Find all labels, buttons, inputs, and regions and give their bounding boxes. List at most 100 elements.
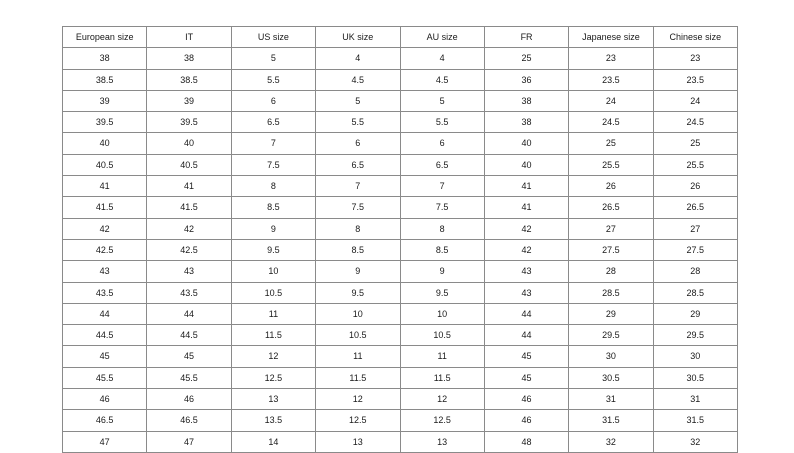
table-cell: 12 xyxy=(399,388,485,411)
table-cell: 46.5 xyxy=(146,409,232,432)
table-cell: 28 xyxy=(652,260,739,283)
table-cell: 24.5 xyxy=(652,111,739,134)
table-cell: 29 xyxy=(568,302,654,326)
table-cell: 46 xyxy=(483,388,570,411)
table-cell: 9.5 xyxy=(230,238,317,262)
table-cell: 28 xyxy=(568,260,654,283)
table-row: 43.5 43.5 10.5 9.5 9.5 43 28.5 28.5 xyxy=(61,281,739,304)
table-cell: 6.5 xyxy=(230,111,317,134)
table-row: 40 40 7 6 6 40 25 25 xyxy=(61,132,739,155)
table-cell: 25 xyxy=(568,132,654,155)
table-cell: 10.5 xyxy=(315,324,401,347)
table-cell: 39.5 xyxy=(61,111,148,134)
table-cell: 6.5 xyxy=(399,153,485,177)
table-cell: 5 xyxy=(315,89,401,113)
table-cell: 41 xyxy=(483,196,570,219)
table-cell: 38.5 xyxy=(61,68,148,91)
table-cell: 6 xyxy=(399,132,485,155)
table-cell: 13.5 xyxy=(230,409,317,432)
table-cell: 24.5 xyxy=(568,111,654,134)
table-cell: 8.5 xyxy=(230,196,317,219)
table-cell: 45.5 xyxy=(146,366,232,390)
table-cell: 39 xyxy=(146,89,232,113)
column-header: UK size xyxy=(315,25,401,49)
table-cell: 9.5 xyxy=(399,281,485,304)
table-cell: 29 xyxy=(652,302,739,326)
table-row: 42.5 42.5 9.5 8.5 8.5 42 27.5 27.5 xyxy=(61,238,739,262)
table-cell: 30.5 xyxy=(652,366,739,390)
table-cell: 36 xyxy=(483,68,570,91)
table-cell: 29.5 xyxy=(568,324,654,347)
table-cell: 31.5 xyxy=(652,409,739,432)
table-cell: 42.5 xyxy=(146,238,232,262)
table-cell: 9 xyxy=(399,260,485,283)
table-cell: 46.5 xyxy=(61,409,148,432)
table-cell: 44 xyxy=(483,324,570,347)
table-row: 46.5 46.5 13.5 12.5 12.5 46 31.5 31.5 xyxy=(61,409,739,432)
table-cell: 4.5 xyxy=(399,68,485,91)
table-cell: 31.5 xyxy=(568,409,654,432)
table-cell: 8 xyxy=(230,175,317,198)
table-cell: 42 xyxy=(146,217,232,240)
table-cell: 30.5 xyxy=(568,366,654,390)
table-cell: 46 xyxy=(61,388,148,411)
table-cell: 7 xyxy=(230,132,317,155)
table-cell: 13 xyxy=(230,388,317,411)
column-header: AU size xyxy=(399,25,485,49)
table-cell: 42.5 xyxy=(61,238,148,262)
table-cell: 11 xyxy=(399,345,485,368)
table-cell: 8 xyxy=(399,217,485,240)
table-cell: 48 xyxy=(483,430,570,453)
table-cell: 44 xyxy=(146,302,232,326)
table-cell: 47 xyxy=(146,430,232,453)
table-cell: 6.5 xyxy=(315,153,401,177)
table-cell: 45 xyxy=(61,345,148,368)
table-cell: 40.5 xyxy=(61,153,148,177)
table-cell: 12 xyxy=(315,388,401,411)
table-cell: 41 xyxy=(61,175,148,198)
table-row: 47 47 14 13 13 48 32 32 xyxy=(61,430,739,453)
table-cell: 42 xyxy=(483,238,570,262)
column-header: Japanese size xyxy=(568,25,654,49)
table-cell: 23.5 xyxy=(568,68,654,91)
table-cell: 5 xyxy=(230,47,317,70)
table-header: European size IT US size UK size AU size FR Ja… xyxy=(61,25,739,49)
table-cell: 4 xyxy=(399,47,485,70)
table-cell: 40 xyxy=(61,132,148,155)
table-row: 44.5 44.5 11.5 10.5 10.5 44 29.5 29.5 xyxy=(61,324,739,347)
table-cell: 39.5 xyxy=(146,111,232,134)
table-cell: 8.5 xyxy=(315,238,401,262)
table-cell: 25.5 xyxy=(568,153,654,177)
table-row: 38 38 5 4 4 25 23 23 xyxy=(61,47,739,70)
table-cell: 11 xyxy=(230,302,317,326)
table-cell: 6 xyxy=(230,89,317,113)
table-cell: 9 xyxy=(315,260,401,283)
table-cell: 44.5 xyxy=(61,324,148,347)
table-cell: 28.5 xyxy=(568,281,654,304)
table-cell: 11 xyxy=(315,345,401,368)
table-row: 41.5 41.5 8.5 7.5 7.5 41 26.5 26.5 xyxy=(61,196,739,219)
table-cell: 30 xyxy=(652,345,739,368)
table-cell: 38 xyxy=(61,47,148,70)
table-cell: 10 xyxy=(230,260,317,283)
table-cell: 6 xyxy=(315,132,401,155)
table-cell: 26.5 xyxy=(652,196,739,219)
table-cell: 43.5 xyxy=(61,281,148,304)
table-cell: 23 xyxy=(568,47,654,70)
table-cell: 27.5 xyxy=(652,238,739,262)
table-body: 38 38 5 4 4 25 23 23 38.5 38.5 5.5 4.5 4.5 36 23.5 23.5… xyxy=(61,47,739,453)
table-cell: 23 xyxy=(652,47,739,70)
table-row: 45 45 12 11 11 45 30 30 xyxy=(61,345,739,368)
table-cell: 42 xyxy=(483,217,570,240)
table-cell: 10.5 xyxy=(399,324,485,347)
table-cell: 42 xyxy=(61,217,148,240)
table-cell: 44 xyxy=(483,302,570,326)
table-cell: 45 xyxy=(483,366,570,390)
table-cell: 28.5 xyxy=(652,281,739,304)
table-cell: 26.5 xyxy=(568,196,654,219)
table-cell: 41 xyxy=(483,175,570,198)
column-header: IT xyxy=(146,25,232,49)
table-cell: 5.5 xyxy=(230,68,317,91)
table-cell: 11.5 xyxy=(399,366,485,390)
table-row: 43 43 10 9 9 43 28 28 xyxy=(61,260,739,283)
